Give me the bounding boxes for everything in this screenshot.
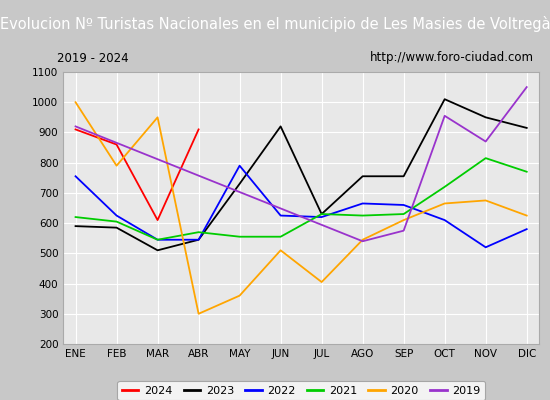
Text: http://www.foro-ciudad.com: http://www.foro-ciudad.com [370, 52, 534, 64]
Text: 2019 - 2024: 2019 - 2024 [57, 52, 129, 64]
Legend: 2024, 2023, 2022, 2021, 2020, 2019: 2024, 2023, 2022, 2021, 2020, 2019 [117, 381, 485, 400]
Text: Evolucion Nº Turistas Nacionales en el municipio de Les Masies de Voltregà: Evolucion Nº Turistas Nacionales en el m… [0, 16, 550, 32]
